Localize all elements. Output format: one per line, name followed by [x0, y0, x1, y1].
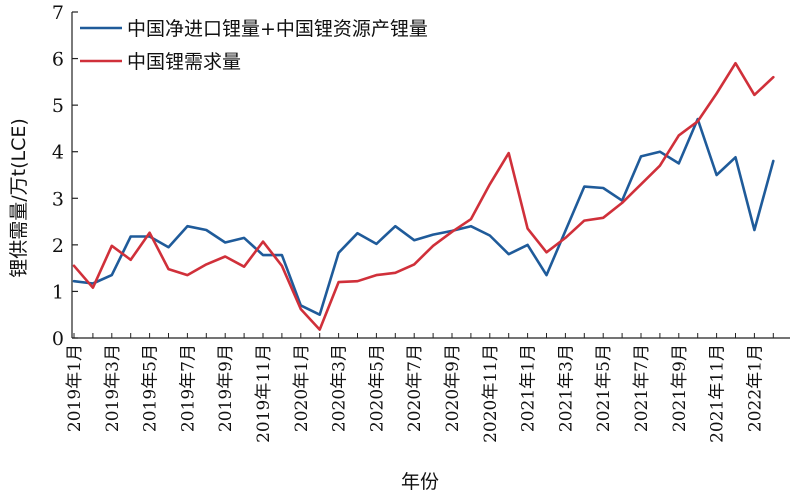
y-ticks: 0 1 2 3 4 5 6 7	[52, 2, 78, 350]
x-tick-label: 2019年1月	[65, 344, 85, 432]
y-tick-label: 5	[52, 95, 64, 117]
series-layer	[72, 61, 775, 331]
legend-label-1: 中国净进口锂量+中国锂资源产锂量	[127, 18, 428, 40]
y-tick-label: 3	[52, 188, 64, 210]
y-tick-label: 7	[52, 2, 64, 24]
y-tick-label: 2	[52, 235, 64, 257]
axes	[71, 12, 790, 339]
y-tick-label: 0	[52, 328, 64, 350]
series-line-1	[72, 117, 775, 317]
legend-label-2: 中国锂需求量	[127, 51, 241, 73]
y-axis-label: 锂供需量/万t(LCE)	[8, 118, 30, 278]
x-tick-label: 2021年3月	[556, 344, 576, 432]
x-tick-label: 2021年5月	[594, 344, 614, 432]
x-tick-label: 2021年7月	[632, 344, 652, 432]
x-tick-label: 2020年9月	[443, 344, 463, 432]
x-axis-label: 年份	[401, 471, 439, 493]
series-line-2	[72, 61, 775, 331]
x-tick-label: 2022年1月	[745, 344, 765, 432]
x-tick-label: 2020年7月	[405, 344, 425, 432]
y-tick-label: 6	[52, 49, 64, 71]
x-tick-label: 2019年11月	[254, 344, 274, 443]
x-tick-label: 2020年3月	[330, 344, 350, 432]
x-tick-label: 2019年3月	[103, 344, 123, 432]
x-tick-label: 2019年7月	[178, 344, 198, 432]
y-tick-label: 4	[52, 142, 64, 164]
x-tick-label: 2020年11月	[481, 344, 501, 443]
x-tick-label: 2021年9月	[670, 344, 690, 432]
x-tick-label: 2020年1月	[292, 344, 312, 432]
x-tick-label: 2019年9月	[216, 344, 236, 432]
y-tick-label: 1	[52, 281, 64, 303]
x-tick-label: 2021年11月	[708, 344, 728, 443]
x-ticks: 2019年1月 2019年3月 2019年5月 2019年7月 2019年9月 2019年…	[65, 333, 774, 443]
x-tick-label: 2021年1月	[519, 344, 539, 432]
x-tick-label: 2020年5月	[367, 344, 387, 432]
x-tick-label: 2019年5月	[141, 344, 161, 432]
